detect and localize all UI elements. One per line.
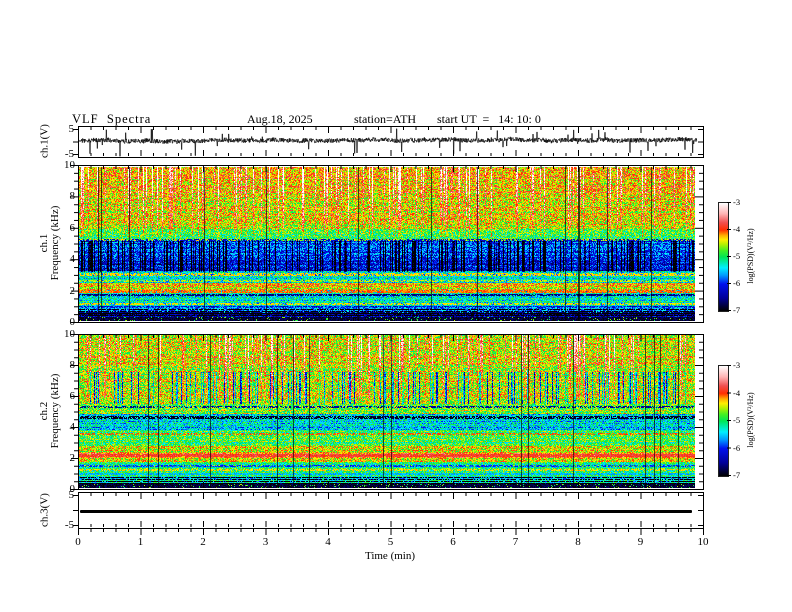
vlf-spectra-figure: VLF Spectra Aug.18, 2025 station=ATH sta…: [0, 0, 792, 612]
axes-frame-overlay: [0, 0, 792, 612]
